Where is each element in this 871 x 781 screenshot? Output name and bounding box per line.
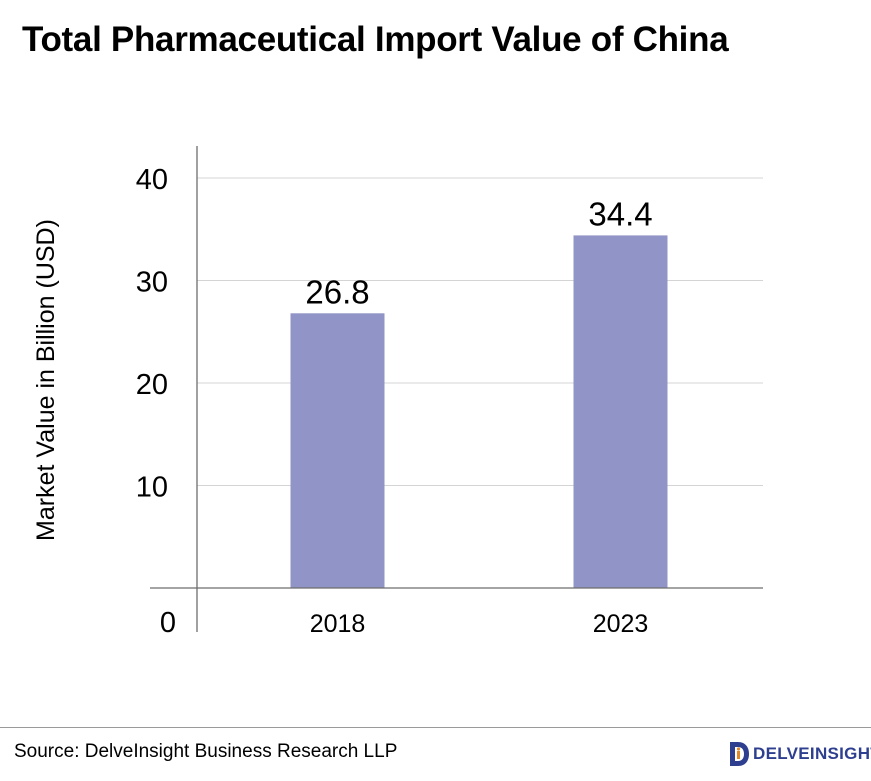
- axes: [150, 146, 763, 632]
- footer-divider: [0, 727, 871, 728]
- logo-text: DELVEINSIGHT: [753, 744, 871, 763]
- bar: [573, 235, 668, 588]
- x-tick-label: 2023: [593, 610, 649, 638]
- data-label: 26.8: [305, 273, 369, 310]
- chart-title: Total Pharmaceutical Import Value of Chi…: [22, 20, 729, 59]
- y-tick-label: 10: [136, 472, 168, 504]
- y-tick-label: 30: [136, 267, 168, 299]
- bars: [290, 235, 668, 588]
- y-axis-label: Market Value in Billion (USD): [32, 219, 60, 541]
- source-note: Source: DelveInsight Business Research L…: [14, 741, 398, 762]
- bar: [290, 313, 385, 588]
- bar-chart: 0 10 20 30 40 26.8 2018 34.4 2023 Market Value i…: [32, 146, 763, 639]
- labels: 0 10 20 30 40 26.8 2018 34.4 2023: [136, 164, 653, 639]
- grid-lines: [197, 177, 763, 486]
- delveinsight-logo: DELVEINSIGHT: [727, 738, 871, 770]
- x-tick-label: 2018: [310, 610, 366, 638]
- data-label: 34.4: [588, 195, 652, 232]
- y-tick-label: 40: [136, 164, 168, 196]
- y-tick-label: 0: [160, 607, 176, 639]
- delveinsight-logo-icon: [730, 742, 749, 766]
- y-tick-label: 20: [136, 369, 168, 401]
